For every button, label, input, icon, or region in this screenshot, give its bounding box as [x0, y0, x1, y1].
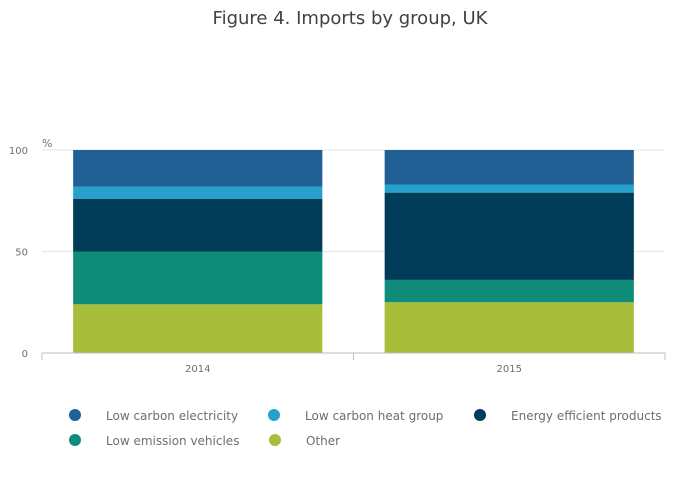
bar-segment-other	[73, 304, 323, 353]
y-tick-label: 100	[9, 146, 28, 157]
bar-segment-low-carbon-heat-group	[73, 186, 323, 199]
legend: Low carbon electricity Low carbon heat gr…	[69, 409, 662, 448]
legend-swatch	[69, 409, 81, 421]
bars-group	[73, 150, 634, 353]
legend-item: Low emission vehicles	[69, 434, 239, 448]
bar-segment-energy-efficient-products	[73, 198, 323, 252]
legend-label: Other	[306, 434, 340, 448]
legend-label: Low carbon electricity	[106, 409, 238, 423]
y-axis-unit-label: %	[42, 137, 52, 150]
x-tick-label: 2014	[185, 364, 210, 375]
x-tick-label: 2015	[497, 364, 522, 375]
bar-segment-low-carbon-electricity	[384, 150, 634, 185]
legend-label: Energy efficient products	[511, 409, 662, 423]
bar-segment-low-carbon-heat-group	[384, 184, 634, 193]
bar-segment-energy-efficient-products	[384, 192, 634, 280]
bar-segment-low-emission-vehicles	[384, 279, 634, 303]
legend-swatch	[268, 409, 280, 421]
y-tick-label: 0	[22, 349, 28, 360]
bar-segment-other	[384, 302, 634, 353]
axes-group: 0 50 100 2014 2015	[9, 146, 666, 375]
legend-item: Low carbon heat group	[268, 409, 443, 423]
legend-label: Low emission vehicles	[106, 434, 239, 448]
legend-label: Low carbon heat group	[305, 409, 443, 423]
chart-title: Figure 4. Imports by group, UK	[213, 8, 489, 29]
legend-item: Energy efficient products	[474, 409, 662, 423]
legend-item: Other	[269, 434, 340, 448]
y-tick-label: 50	[15, 248, 28, 259]
bar-segment-low-carbon-electricity	[73, 150, 323, 187]
bar-segment-low-emission-vehicles	[73, 251, 323, 305]
legend-swatch	[474, 409, 486, 421]
legend-swatch	[269, 434, 281, 446]
legend-item: Low carbon electricity	[69, 409, 238, 423]
legend-swatch	[69, 434, 81, 446]
